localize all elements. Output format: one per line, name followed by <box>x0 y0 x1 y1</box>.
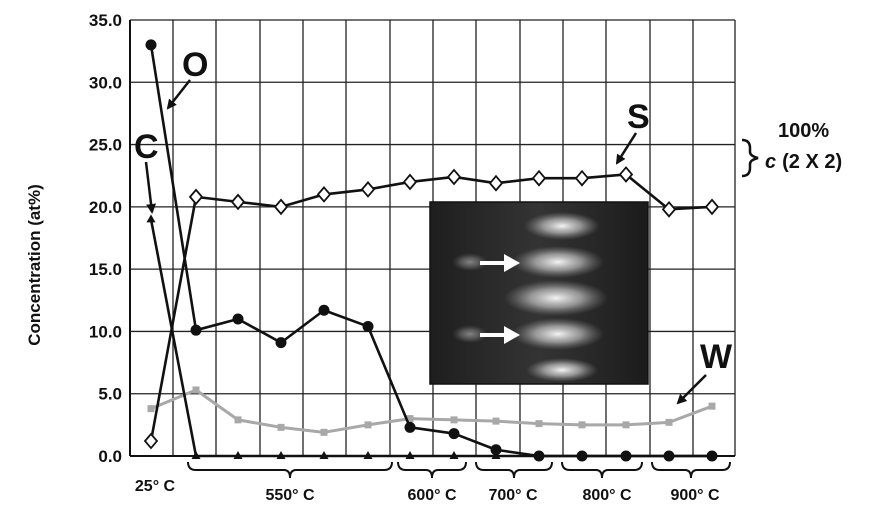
data-point-s <box>618 166 634 183</box>
data-point-s <box>316 186 332 203</box>
data-point-w <box>708 402 716 410</box>
data-point-s <box>273 198 289 216</box>
y-tick-label: 35.0 <box>89 11 122 30</box>
data-point-o <box>533 450 545 462</box>
data-point-c <box>191 451 201 459</box>
x-group-label: 25° C <box>135 478 176 495</box>
note-percent: 100% <box>778 120 829 142</box>
data-point-o <box>362 320 374 332</box>
x-group-brace <box>651 461 731 479</box>
x-group-label: 550° C <box>265 487 315 504</box>
data-point-w <box>320 428 328 436</box>
x-group-brace <box>397 461 467 479</box>
y-tick-label: 20.0 <box>89 198 122 217</box>
data-point-o <box>275 337 287 349</box>
data-point-o <box>404 421 416 433</box>
data-point-s <box>704 198 720 216</box>
data-point-c <box>276 451 286 459</box>
data-point-o <box>576 450 588 462</box>
label-c: C <box>134 128 159 166</box>
data-point-o <box>232 313 244 325</box>
data-point-o <box>706 450 718 462</box>
y-tick-label: 25.0 <box>89 136 122 155</box>
note-structure: c (2 X 2) <box>765 151 842 173</box>
data-point-c <box>449 451 459 459</box>
x-group-label: 700° C <box>488 487 538 504</box>
series-s <box>143 166 720 450</box>
data-point-o <box>145 39 157 51</box>
y-tick-label: 0.0 <box>98 447 122 466</box>
inset-arrow-upper <box>480 254 520 272</box>
data-point-c <box>146 214 156 223</box>
series-group <box>143 39 720 462</box>
series-o <box>145 39 718 462</box>
data-point-w <box>234 416 242 424</box>
data-point-s <box>531 169 547 187</box>
data-point-w <box>535 420 543 428</box>
data-point-w <box>147 405 155 413</box>
data-point-w <box>492 417 500 425</box>
x-group-label: 800° C <box>582 487 632 504</box>
data-point-w <box>192 386 200 394</box>
label-s: S <box>627 98 650 136</box>
data-point-o <box>448 428 460 440</box>
data-point-w <box>578 421 586 429</box>
label-o: O <box>182 46 208 84</box>
coverage-note: 100% c (2 X 2) <box>741 120 842 178</box>
inset-arrow-lower <box>480 326 520 344</box>
data-point-c <box>363 451 373 459</box>
y-tick-labels: 35.0 30.0 25.0 20.0 15.0 10.0 5.0 0.0 <box>89 11 122 466</box>
data-point-w <box>406 415 414 423</box>
data-point-w <box>364 421 372 429</box>
x-group-label: 600° C <box>407 487 457 504</box>
series-callouts: O C S W <box>134 46 733 405</box>
data-point-o <box>663 450 675 462</box>
x-group-braces <box>187 461 731 479</box>
y-tick-label: 10.0 <box>89 322 122 341</box>
data-point-w <box>622 421 630 429</box>
data-point-w <box>277 423 285 431</box>
note-structure-c: c <box>765 151 776 173</box>
data-point-s <box>360 181 376 198</box>
data-point-c <box>319 451 329 459</box>
data-point-o <box>490 444 502 456</box>
note-structure-cell: (2 X 2) <box>782 151 842 173</box>
label-w: W <box>700 338 733 376</box>
data-point-s <box>661 200 677 218</box>
data-point-s <box>402 173 418 191</box>
data-point-w <box>665 418 673 426</box>
series-line-s <box>149 173 713 442</box>
y-tick-label: 15.0 <box>89 260 122 279</box>
data-point-s <box>143 432 159 450</box>
data-point-s <box>188 188 204 206</box>
x-group-brace <box>561 461 643 479</box>
x-group-brace <box>187 461 393 479</box>
data-point-c <box>233 451 243 459</box>
series-line-o <box>149 44 712 458</box>
leed-pattern-inset <box>429 201 649 385</box>
data-point-w <box>450 416 458 424</box>
y-axis-label: Concentration (at%) <box>25 184 44 346</box>
x-group-brace <box>475 461 553 479</box>
data-point-o <box>190 324 202 336</box>
data-point-o <box>620 450 632 462</box>
series-line-w <box>150 388 713 434</box>
data-point-c <box>405 451 415 459</box>
data-point-s <box>574 169 590 187</box>
x-group-labels: 25° C 550° C 600° C 700° C 800° C 900° C <box>135 478 720 504</box>
series-w <box>147 386 716 436</box>
data-point-s <box>230 193 246 211</box>
y-tick-label: 30.0 <box>89 73 122 92</box>
data-point-s <box>446 168 462 186</box>
y-tick-label: 5.0 <box>98 385 122 404</box>
data-point-o <box>318 304 330 316</box>
x-group-label: 900° C <box>670 487 720 504</box>
data-point-s <box>488 174 504 192</box>
